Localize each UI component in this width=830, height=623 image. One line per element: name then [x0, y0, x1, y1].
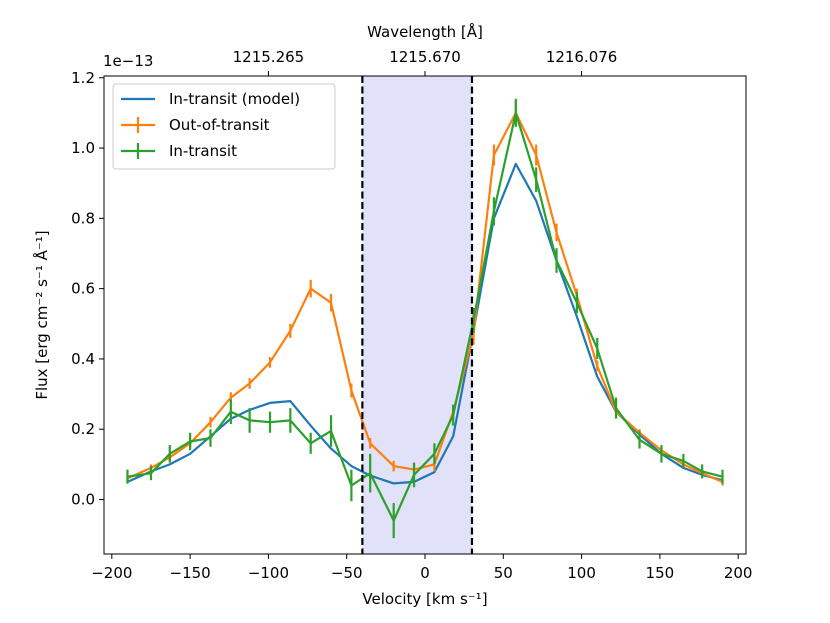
x-tick-label: 50 [494, 564, 513, 582]
legend-label: Out-of-transit [169, 116, 270, 134]
top-tick-label: 1215.265 [233, 48, 305, 66]
y-tick-label: 0.2 [71, 420, 95, 438]
x-tick-label: −200 [91, 564, 132, 582]
top-tick-label: 1216.076 [546, 48, 618, 66]
legend-label: In-transit (model) [169, 90, 300, 108]
y-axis-ticks: 0.0 0.2 0.4 0.6 0.8 1.0 1.2 [71, 69, 104, 509]
x-tick-label: −50 [331, 564, 363, 582]
y-tick-label: 1.0 [71, 139, 95, 157]
x-tick-label: 150 [646, 564, 675, 582]
y-axis-label: Flux [erg cm⁻² s⁻¹ Å⁻¹] [32, 230, 51, 399]
top-axis-ticks: 1215.265 1215.670 1216.076 [233, 48, 618, 76]
y-tick-label: 0.6 [71, 280, 95, 298]
series-line [127, 111, 723, 522]
offset-text: 1e−13 [103, 52, 153, 70]
y-tick-label: 0.4 [71, 350, 95, 368]
x-axis-label: Velocity [km s⁻¹] [362, 590, 487, 608]
x-tick-label: 200 [724, 564, 753, 582]
top-tick-label: 1215.670 [389, 48, 461, 66]
transit-region-shade [362, 76, 472, 554]
x-tick-label: −100 [248, 564, 289, 582]
y-tick-label: 1.2 [71, 69, 95, 87]
x-tick-label: −150 [170, 564, 211, 582]
y-tick-label: 0.8 [71, 209, 95, 227]
x-tick-label: 0 [420, 564, 430, 582]
x-tick-label: 100 [567, 564, 596, 582]
legend-box [112, 83, 336, 170]
legend-item: In-transit [121, 142, 237, 160]
legend: In-transit (model) Out-of-transit In-trans… [112, 83, 336, 170]
legend-item: Out-of-transit [121, 116, 270, 134]
y-tick-label: 0.0 [71, 491, 95, 509]
top-axis-label: Wavelength [Å] [367, 22, 483, 41]
x-axis-ticks: −200 −150 −100 −50 0 50 100 150 200 [91, 554, 752, 582]
series-2 [126, 98, 724, 539]
series-layer [126, 98, 724, 539]
legend-item: In-transit (model) [121, 90, 300, 108]
legend-label: In-transit [169, 142, 237, 160]
